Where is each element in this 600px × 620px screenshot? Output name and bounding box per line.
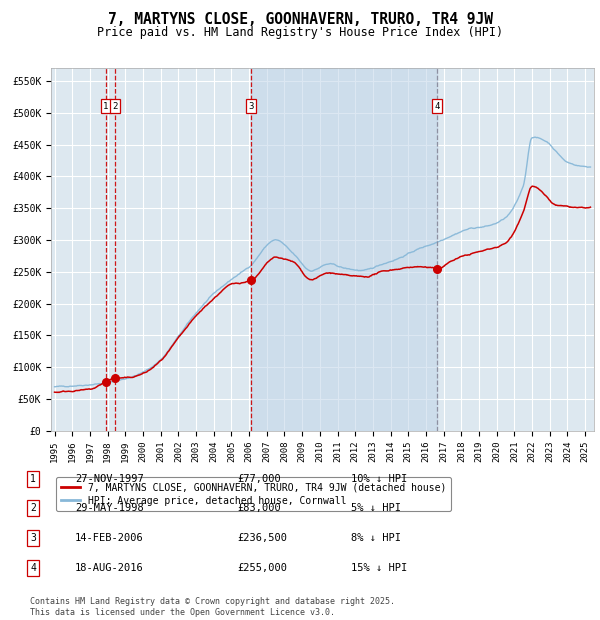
Text: 8% ↓ HPI: 8% ↓ HPI (351, 533, 401, 543)
Text: Contains HM Land Registry data © Crown copyright and database right 2025.
This d: Contains HM Land Registry data © Crown c… (30, 598, 395, 617)
Text: 5% ↓ HPI: 5% ↓ HPI (351, 503, 401, 513)
Legend: 7, MARTYNS CLOSE, GOONHAVERN, TRURO, TR4 9JW (detached house), HPI: Average pric: 7, MARTYNS CLOSE, GOONHAVERN, TRURO, TR4… (56, 477, 451, 511)
Text: 7, MARTYNS CLOSE, GOONHAVERN, TRURO, TR4 9JW: 7, MARTYNS CLOSE, GOONHAVERN, TRURO, TR4… (107, 12, 493, 27)
Text: 3: 3 (248, 102, 254, 111)
Text: £77,000: £77,000 (237, 474, 281, 484)
Text: 4: 4 (434, 102, 440, 111)
Bar (251, 68, 437, 431)
Text: £83,000: £83,000 (237, 503, 281, 513)
Text: 14-FEB-2006: 14-FEB-2006 (75, 533, 144, 543)
Text: 1: 1 (103, 102, 109, 111)
Text: 1: 1 (30, 474, 36, 484)
Text: Price paid vs. HM Land Registry's House Price Index (HPI): Price paid vs. HM Land Registry's House … (97, 26, 503, 39)
Text: 29-MAY-1998: 29-MAY-1998 (75, 503, 144, 513)
Text: 15% ↓ HPI: 15% ↓ HPI (351, 563, 407, 573)
Text: 2: 2 (30, 503, 36, 513)
Text: 3: 3 (30, 533, 36, 543)
Text: 4: 4 (30, 563, 36, 573)
Text: £236,500: £236,500 (237, 533, 287, 543)
Text: 10% ↓ HPI: 10% ↓ HPI (351, 474, 407, 484)
Text: 18-AUG-2016: 18-AUG-2016 (75, 563, 144, 573)
Text: 2: 2 (112, 102, 118, 111)
Text: 27-NOV-1997: 27-NOV-1997 (75, 474, 144, 484)
Text: £255,000: £255,000 (237, 563, 287, 573)
